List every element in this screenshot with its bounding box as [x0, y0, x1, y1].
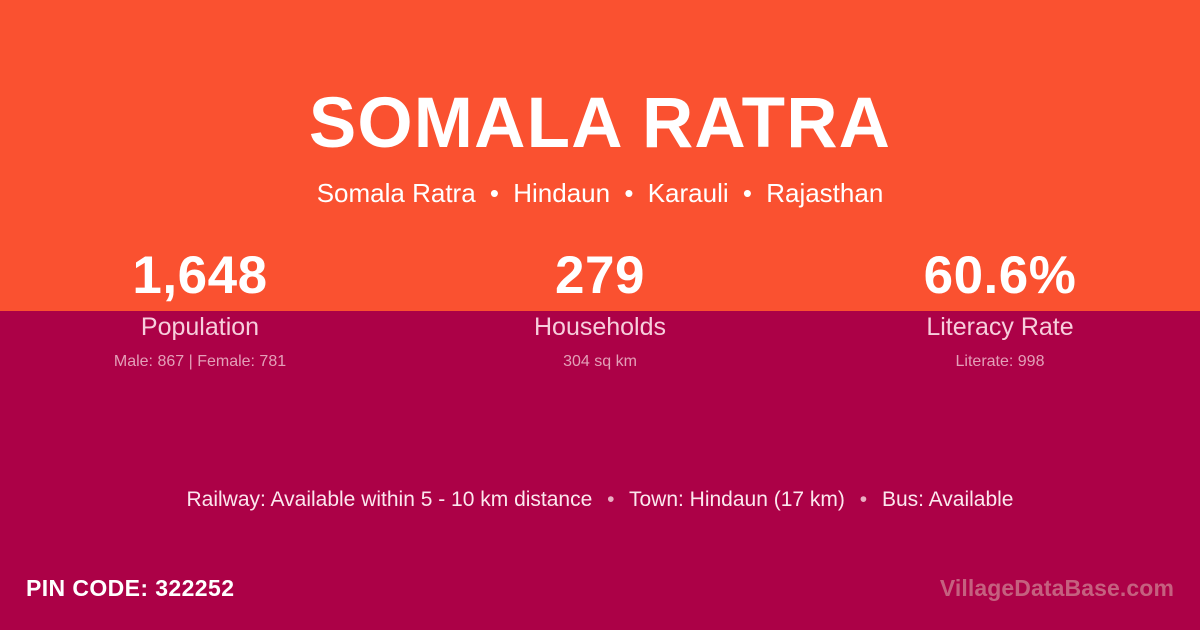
- hero-section: SOMALA RATRA Somala Ratra • Hindaun • Ka…: [0, 0, 1200, 209]
- top-color-band: [0, 0, 1200, 311]
- infra-separator-icon: •: [859, 488, 868, 511]
- breadcrumb-separator-icon: •: [742, 178, 752, 208]
- stats-row: 1,648 Population Male: 867 | Female: 781…: [0, 246, 1200, 372]
- infra-separator-icon: •: [607, 488, 615, 511]
- breadcrumb-tehsil: Hindaun: [513, 178, 611, 208]
- site-brand: VillageDataBase.com: [939, 575, 1174, 601]
- infra-item-railway: Railway: Available within 5 - 10 km dist…: [186, 488, 593, 511]
- stat-label-literacy-rate: Literacy Rate: [926, 313, 1074, 341]
- breadcrumb-separator-icon: •: [489, 178, 500, 208]
- stat-card-literacy-rate: 60.6% Literacy Rate Literate: 998: [800, 246, 1200, 372]
- infra-item-bus: Bus: Available: [881, 488, 1014, 511]
- footer: PIN CODE: 322252 VillageDataBase.com: [0, 560, 1200, 630]
- stat-sub-literacy-rate: Literate: 998: [955, 353, 1045, 370]
- breadcrumb: Somala Ratra • Hindaun • Karauli • Rajas…: [0, 177, 1200, 209]
- stat-card-population: 1,648 Population Male: 867 | Female: 781: [0, 246, 400, 372]
- infra-item-town: Town: Hindaun (17 km): [628, 488, 845, 511]
- stat-card-households: 279 Households 304 sq km: [400, 246, 800, 372]
- breadcrumb-state: Rajasthan: [766, 178, 884, 208]
- stat-sub-population: Male: 867 | Female: 781: [113, 353, 287, 370]
- page-title: SOMALA RATRA: [308, 84, 892, 163]
- stat-value-literacy-rate: 60.6%: [923, 246, 1077, 305]
- breadcrumb-village: Somala Ratra: [316, 178, 476, 208]
- stat-label-households: Households: [533, 313, 667, 341]
- stat-value-households: 279: [555, 246, 645, 305]
- stat-label-population: Population: [140, 313, 260, 341]
- stat-sub-households: 304 sq km: [563, 353, 637, 370]
- breadcrumb-district: Karauli: [647, 178, 729, 208]
- pin-code: PIN CODE: 322252: [26, 575, 235, 601]
- infrastructure-line: Railway: Available within 5 - 10 km dist…: [0, 485, 1200, 515]
- stat-value-population: 1,648: [132, 246, 268, 305]
- breadcrumb-separator-icon: •: [624, 178, 634, 208]
